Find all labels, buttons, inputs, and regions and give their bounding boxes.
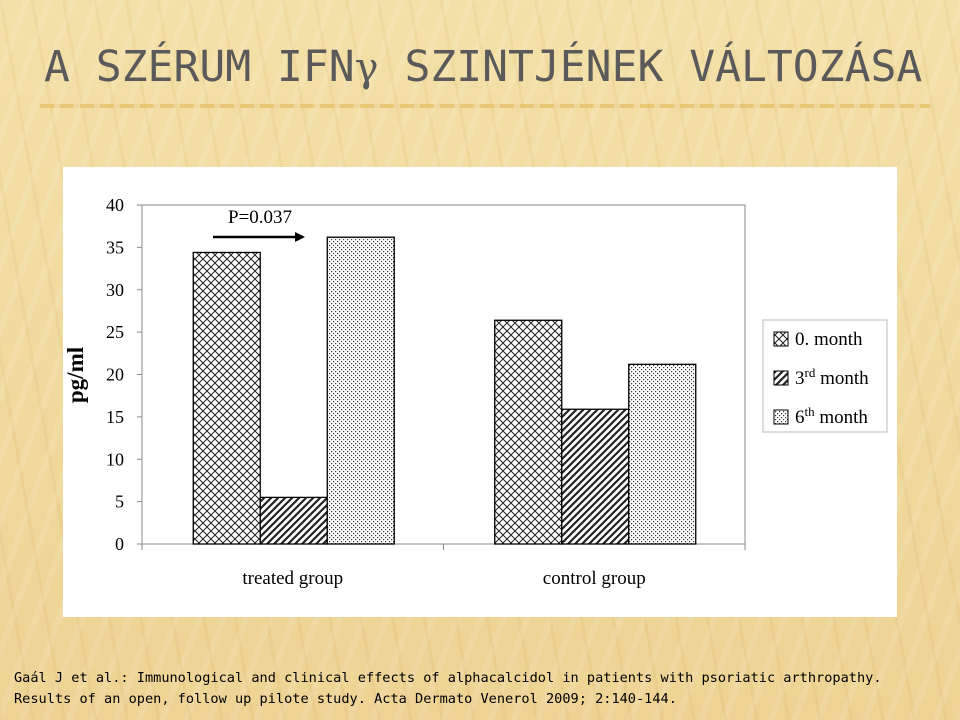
legend-label-base: 6 xyxy=(795,407,805,428)
x-tick-label: control group xyxy=(543,568,646,589)
legend-swatch-2 xyxy=(773,409,789,425)
legend-label-sup: th xyxy=(805,404,816,419)
chart-panel: 0 5 10 15 20 25 30 35 40 treated group control gr… xyxy=(63,167,897,617)
citation-line-1: Gaál J et al.: Immunological and clinica… xyxy=(14,670,882,686)
slide-title-prefix: A SZÉRUM IFN xyxy=(44,42,355,92)
p-value-label: P=0.037 xyxy=(228,207,292,228)
legend-label-base: 0. month xyxy=(795,329,863,350)
y-tick-label: 10 xyxy=(106,449,124,469)
bar-treated-series-2 xyxy=(326,236,395,545)
bar-control-series-0 xyxy=(494,319,563,545)
legend-label-2: 6th month xyxy=(795,404,868,428)
slide-title-suffix: SZINTJÉNEK VÁLTOZÁSA xyxy=(378,42,923,92)
legend-label-base: 3 xyxy=(795,368,805,389)
title-underline xyxy=(40,104,930,108)
legend-label-tail: month xyxy=(815,368,869,389)
bar-control-series-1 xyxy=(561,408,630,545)
x-tick-label: treated group xyxy=(242,568,343,589)
y-axis: 0 5 10 15 20 25 30 35 40 xyxy=(106,195,142,554)
y-tick-label: 20 xyxy=(106,365,124,385)
slide-title-gamma: γ xyxy=(354,45,379,91)
y-tick-label: 0 xyxy=(115,534,124,554)
legend-swatch-0 xyxy=(773,331,789,347)
legend-swatch-1 xyxy=(773,370,789,386)
y-tick-label: 15 xyxy=(106,407,124,427)
y-tick-label: 35 xyxy=(106,237,124,257)
legend-label-1: 3rd month xyxy=(795,365,869,389)
bars xyxy=(192,236,697,545)
legend-label-0: 0. month xyxy=(795,329,863,350)
bar-treated-series-1 xyxy=(259,496,328,545)
legend-label-sup: rd xyxy=(805,365,816,380)
y-axis-label: pg/ml xyxy=(63,347,88,403)
slide-title: A SZÉRUM IFNγ SZINTJÉNEK VÁLTOZÁSA xyxy=(44,42,944,92)
citation: Gaál J et al.: Immunological and clinica… xyxy=(14,668,954,710)
y-tick-label: 30 xyxy=(106,280,124,300)
citation-line-2: Results of an open, follow up pilote stu… xyxy=(14,691,677,707)
bar-chart: 0 5 10 15 20 25 30 35 40 treated group control gr… xyxy=(63,195,888,589)
y-tick-label: 5 xyxy=(115,492,124,512)
x-axis: treated group control group xyxy=(141,544,746,589)
y-tick-label: 40 xyxy=(106,195,124,215)
significance-annotation: P=0.037 xyxy=(213,207,305,242)
y-tick-label: 25 xyxy=(106,322,124,342)
bar-treated-series-0 xyxy=(192,251,261,545)
bar-control-series-2 xyxy=(628,363,697,545)
legend-label-tail: month xyxy=(815,407,869,428)
